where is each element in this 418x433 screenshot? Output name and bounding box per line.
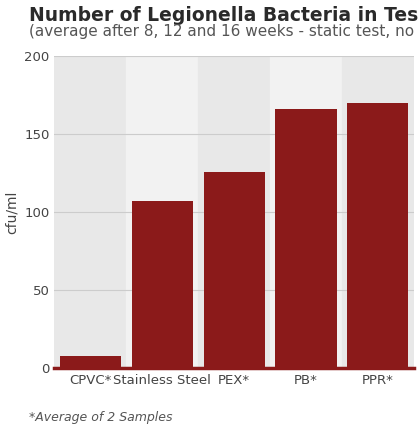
Bar (204, 171, 265, 368)
Bar (275, 109, 336, 368)
Y-axis label: cfu/ml: cfu/ml (5, 191, 18, 234)
Bar (198, 56, 270, 368)
Bar (60, 355, 121, 368)
Text: *Average of 2 Samples: *Average of 2 Samples (29, 411, 173, 424)
Text: (average after 8, 12 and 16 weeks - static test, no flow): (average after 8, 12 and 16 weeks - stat… (29, 24, 418, 39)
Bar (270, 56, 342, 368)
Text: Number of Legionella Bacteria in Test Water: Number of Legionella Bacteria in Test Wa… (29, 6, 418, 26)
Bar (132, 201, 193, 368)
Bar (347, 103, 408, 368)
Bar (54, 56, 126, 368)
Bar (342, 56, 414, 368)
Bar (126, 56, 198, 368)
